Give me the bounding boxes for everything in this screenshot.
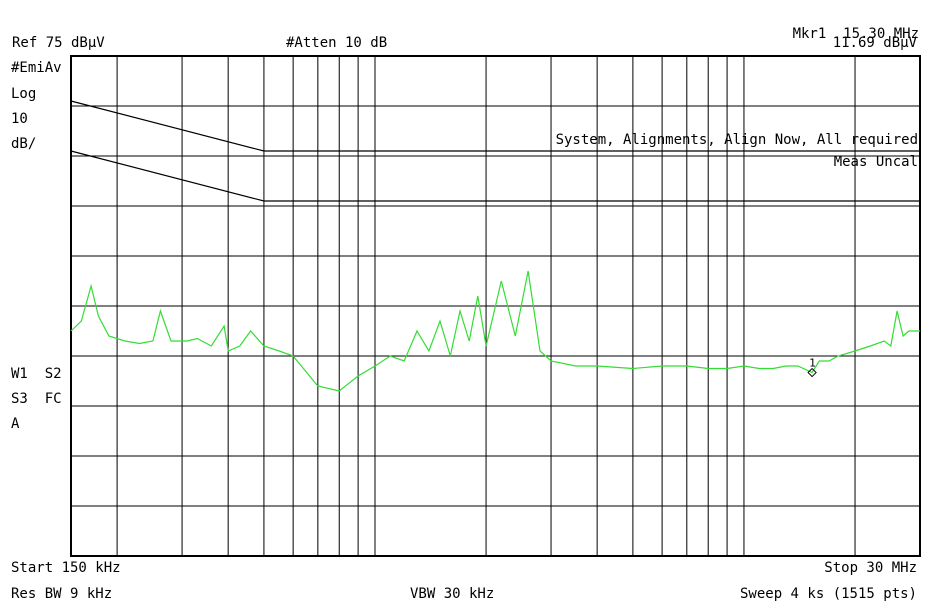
limit-lines bbox=[70, 100, 920, 202]
video-bandwidth: VBW 30 kHz bbox=[410, 586, 495, 602]
uncal-message: Meas Uncal bbox=[833, 154, 918, 170]
marker-label: Mkr1 bbox=[792, 26, 827, 42]
scale-type: Log bbox=[11, 86, 37, 102]
trace-status-2: S3 FC bbox=[11, 391, 62, 407]
detector-mode: #EmiAv bbox=[11, 60, 62, 76]
marker: 1 bbox=[807, 357, 817, 378]
marker-number: 1 bbox=[809, 357, 816, 370]
scale-value: 10 bbox=[11, 111, 28, 127]
grid-lines bbox=[71, 56, 920, 556]
trace-status-3: A bbox=[11, 416, 20, 432]
attenuation: #Atten 10 dB bbox=[286, 35, 388, 51]
ref-level: Ref 75 dBµV bbox=[12, 35, 105, 51]
marker-readout-level: 11.69 dBµV bbox=[832, 35, 917, 51]
limit-line-1 bbox=[70, 100, 920, 152]
limit-line-2 bbox=[70, 150, 920, 202]
sweep-info: Sweep 4 ks (1515 pts) bbox=[739, 586, 917, 602]
trace-status-1: W1 S2 bbox=[11, 366, 62, 382]
marker-readout-freq: Mkr1 15.30 MHz bbox=[776, 10, 919, 42]
scale-unit: dB/ bbox=[11, 136, 37, 152]
spectrum-trace bbox=[70, 270, 920, 392]
align-message: System, Alignments, Align Now, All requi… bbox=[555, 132, 918, 148]
stop-frequency: Stop 30 MHz bbox=[824, 560, 917, 576]
marker-diamond bbox=[807, 367, 817, 378]
marker-freq: 15.30 MHz bbox=[843, 26, 919, 42]
start-frequency: Start 150 kHz bbox=[11, 560, 121, 576]
resolution-bandwidth: Res BW 9 kHz bbox=[11, 586, 113, 602]
